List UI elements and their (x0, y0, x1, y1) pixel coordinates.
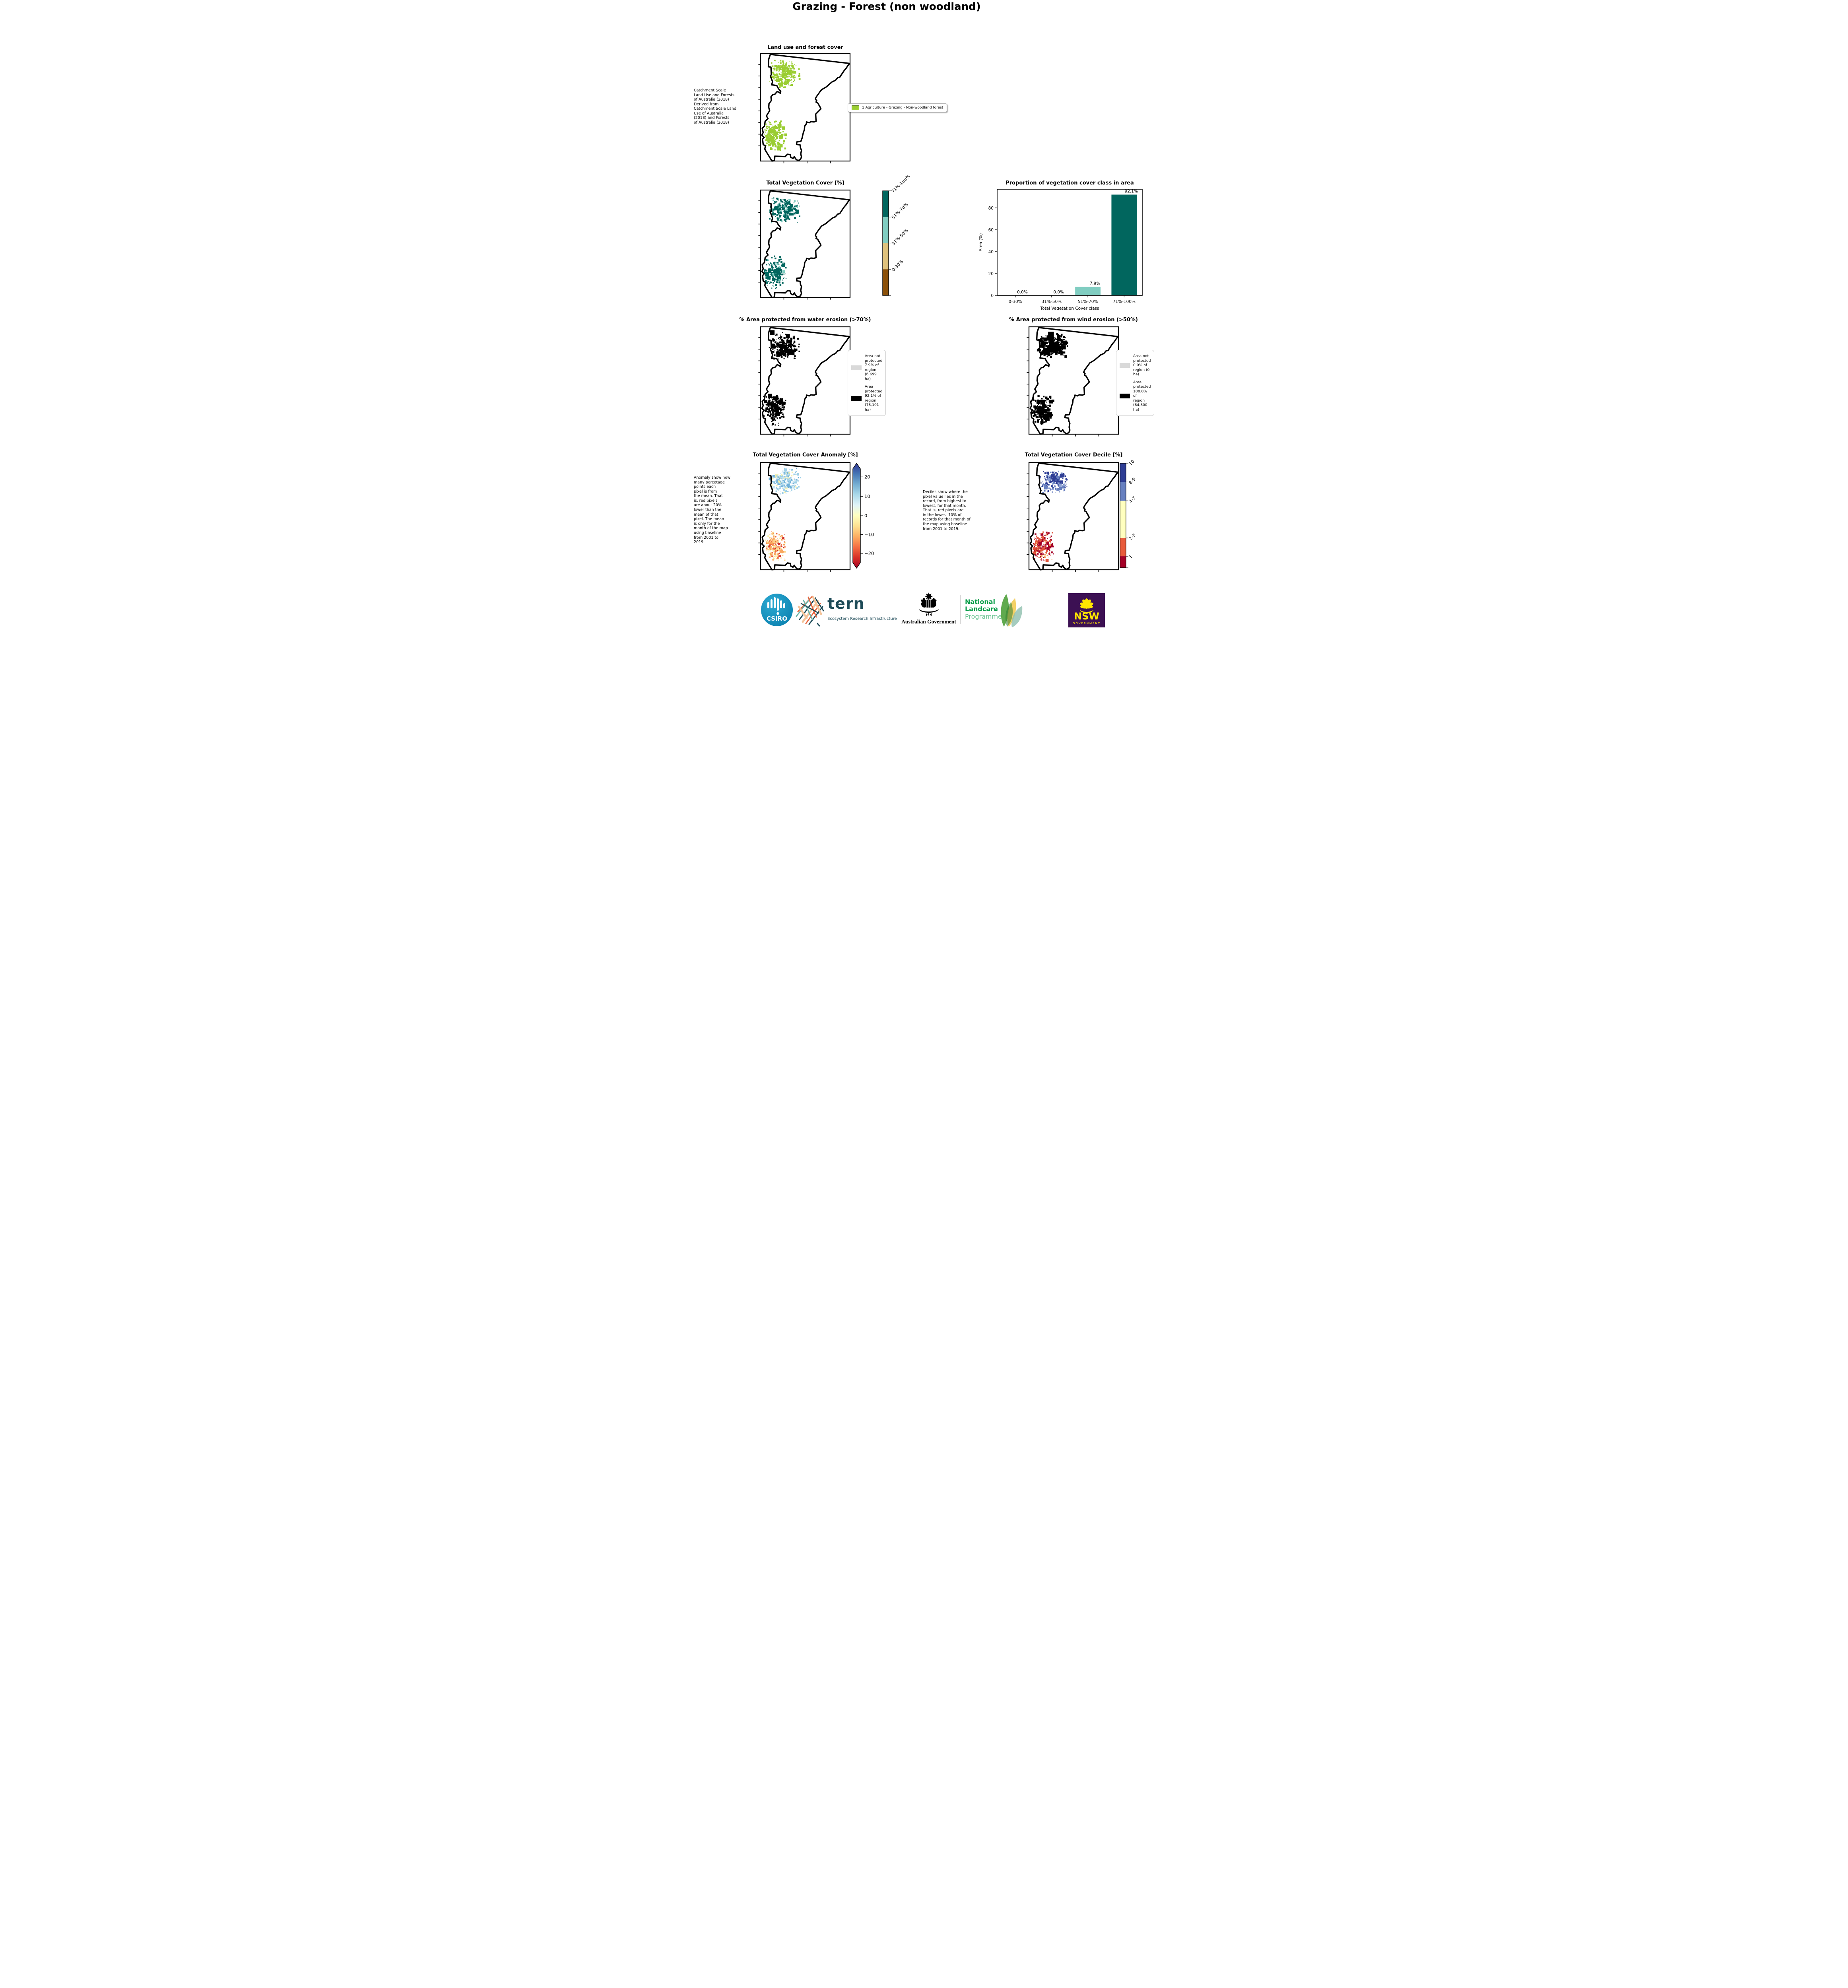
vegcover-colorbar: 71%-100% 51%-70% 31%-50% 0-30% (882, 174, 946, 305)
csiro-logo-text: CSIRO (767, 615, 787, 622)
svg-text:−20: −20 (864, 551, 874, 556)
anomaly-map (758, 462, 851, 572)
water-legend-swatch-notprotected (851, 365, 862, 370)
water-legend: Area not protected 7.9% of region (6,699… (848, 350, 886, 416)
svg-text:31%-50%: 31%-50% (891, 228, 909, 247)
wind-legend-swatch-protected (1120, 393, 1130, 398)
svg-text:0.0%: 0.0% (1017, 290, 1028, 295)
svg-text:2-3: 2-3 (1128, 532, 1137, 541)
nsw-logo: NSW GOVERNMENT (1068, 593, 1105, 627)
landuse-note: Catchment Scale Land Use and Forests of … (694, 88, 737, 125)
decile-colorbar: 10 8-9 4-7 2-3 1 (1119, 459, 1155, 574)
svg-text:−10: −10 (864, 532, 874, 538)
tern-logo-text: tern (827, 595, 865, 612)
svg-text:0: 0 (864, 513, 867, 518)
svg-text:20: 20 (864, 474, 870, 480)
svg-text:0: 0 (991, 293, 994, 298)
landuse-legend: 1 Agriculture - Grazing - Non-woodland f… (848, 103, 947, 112)
wind-legend-label-notprotected: Area not protected 0.0% of region (0 ha) (1133, 354, 1151, 377)
landcare-leaves-icon (998, 592, 1027, 628)
svg-text:40: 40 (988, 250, 994, 254)
tern-australia-icon (795, 593, 827, 628)
anomaly-colorbar: 20 10 0 −10 −20 (850, 462, 894, 574)
water-legend-item-notprotected: Area not protected 7.9% of region (6,699… (851, 354, 882, 381)
svg-text:60: 60 (988, 228, 994, 233)
landuse-map (758, 53, 851, 163)
wind-legend-label-protected: Area protected 100.0% of region (84,800 … (1133, 380, 1151, 412)
tern-logo-subtitle: Ecosystem Research Infrastructure (827, 617, 897, 621)
wind-map-title: % Area protected from wind erosion (>50%… (1009, 317, 1138, 323)
svg-text:71%-100%: 71%-100% (1113, 299, 1136, 304)
landuse-legend-label: 1 Agriculture - Grazing - Non-woodland f… (862, 106, 943, 110)
decile-note: Deciles show where the pixel value lies … (923, 490, 971, 531)
svg-text:51%-70%: 51%-70% (1078, 299, 1098, 304)
svg-text:Area (%): Area (%) (978, 233, 983, 252)
decile-map-title: Total Vegetation Cover Decile [%] (1025, 452, 1123, 458)
svg-text:0-30%: 0-30% (891, 259, 904, 272)
svg-text:4-7: 4-7 (1128, 495, 1137, 504)
svg-text:71%-100%: 71%-100% (891, 174, 911, 194)
nsw-logo-text: NSW (1074, 611, 1099, 622)
wind-legend-item-protected: Area protected 100.0% of region (84,800 … (1120, 380, 1151, 412)
wind-legend-swatch-notprotected (1120, 363, 1130, 368)
water-map (758, 326, 851, 437)
anomaly-map-title: Total Vegetation Cover Anomaly [%] (753, 452, 858, 458)
landcare-word-national: National (965, 598, 995, 606)
svg-text:1: 1 (1128, 554, 1134, 559)
svg-text:31%-50%: 31%-50% (1042, 299, 1062, 304)
svg-text:10: 10 (864, 494, 870, 499)
svg-text:0.0%: 0.0% (1053, 290, 1064, 295)
landuse-legend-swatch (852, 105, 859, 110)
svg-text:0-30%: 0-30% (1009, 299, 1022, 304)
csiro-logo: CSIRO (761, 593, 793, 628)
vegcover-map-title: Total Vegetation Cover [%] (766, 180, 844, 186)
csiro-logo-icon: CSIRO (761, 594, 793, 626)
anomaly-note: Anomaly show how many percetage points e… (694, 476, 730, 545)
water-legend-swatch-protected (851, 396, 862, 401)
svg-text:92.1%: 92.1% (1125, 189, 1138, 194)
svg-text:80: 80 (988, 206, 994, 211)
svg-text:7.9%: 7.9% (1090, 281, 1101, 286)
proportion-bar-chart: 0 20 40 60 80 Area (%) 0.0% 0-30% 0.0% 31%-50% 7.9… (971, 186, 1155, 312)
wind-legend-item-notprotected: Area not protected 0.0% of region (0 ha) (1120, 354, 1151, 377)
australian-government-label: Australian Government (901, 619, 956, 625)
proportion-chart-title: Proportion of vegetation cover class in … (1006, 180, 1134, 186)
landcare-word-programme: Programme (965, 613, 1002, 620)
svg-text:8-9: 8-9 (1128, 477, 1137, 485)
svg-text:20: 20 (988, 272, 994, 276)
water-map-title: % Area protected from water erosion (>70… (739, 317, 871, 323)
australian-government-crest-icon (911, 592, 947, 620)
decile-map (1027, 462, 1119, 572)
report-page: Grazing - Forest (non woodland) Land use… (693, 0, 1155, 628)
water-legend-label-notprotected: Area not protected 7.9% of region (6,699… (865, 354, 883, 381)
wind-map (1027, 326, 1119, 437)
water-legend-label-protected: Area protected 92.1% of region (78,101 h… (865, 384, 883, 412)
water-legend-item-protected: Area protected 92.1% of region (78,101 h… (851, 384, 882, 412)
svg-text:10: 10 (1128, 459, 1136, 466)
landcare-word-landcare: Landcare (965, 605, 998, 613)
nsw-logo-subtitle: GOVERNMENT (1073, 622, 1101, 625)
svg-text:Total Vegetation Cover class: Total Vegetation Cover class (1040, 306, 1099, 310)
page-title: Grazing - Forest (non woodland) (792, 1, 981, 13)
wind-legend: Area not protected 0.0% of region (0 ha)… (1116, 350, 1154, 416)
vegcover-map (758, 189, 851, 300)
svg-text:51%-70%: 51%-70% (891, 202, 909, 220)
landuse-map-title: Land use and forest cover (767, 45, 843, 50)
